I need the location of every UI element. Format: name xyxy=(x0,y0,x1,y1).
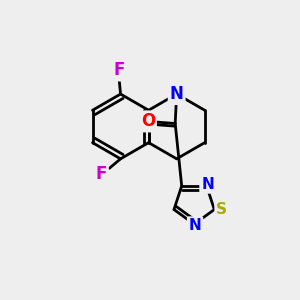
Text: F: F xyxy=(113,61,125,80)
Text: S: S xyxy=(216,202,227,217)
Text: N: N xyxy=(170,85,184,103)
Text: O: O xyxy=(141,112,155,130)
Text: N: N xyxy=(201,177,214,192)
Text: N: N xyxy=(189,218,201,233)
Text: F: F xyxy=(95,165,107,183)
